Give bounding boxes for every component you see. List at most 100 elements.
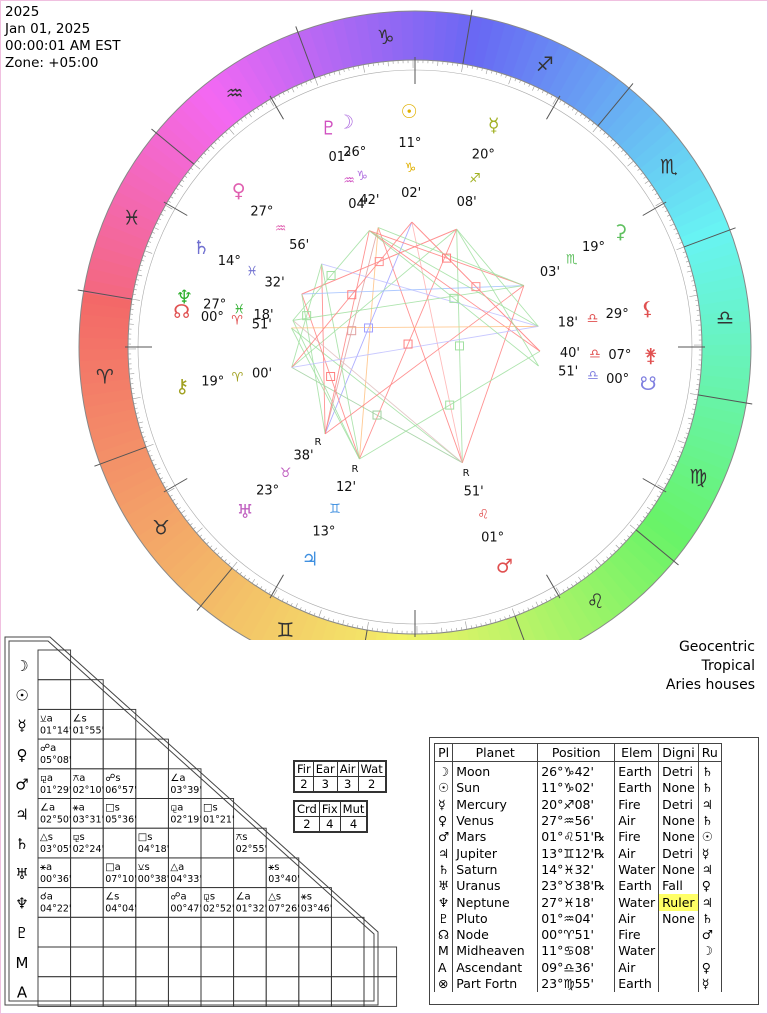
degree-tick [268, 591, 271, 595]
degree-tick [256, 107, 259, 111]
degree-tick [677, 455, 681, 458]
planet-name: Moon [452, 761, 539, 781]
degree-tick [687, 427, 691, 430]
degree-tick [327, 617, 330, 621]
degree-tick [595, 559, 602, 566]
degree-tick [688, 423, 692, 425]
degree-tick [499, 617, 502, 621]
degree-tick [273, 96, 276, 100]
zodiac-segment [593, 564, 635, 611]
degree-tick [299, 607, 302, 611]
zodiac-segment [692, 261, 744, 286]
degree-tick [305, 81, 308, 85]
zodiac-segment [500, 26, 528, 77]
planet-ruler: ☽ [697, 943, 722, 960]
element-air-label: Air [336, 761, 359, 777]
degree-tick [461, 63, 464, 72]
planet-glyph: ☉ [433, 780, 454, 797]
planet-degree: 26° [343, 145, 366, 160]
degree-tick [328, 73, 331, 77]
aspect-line [359, 228, 458, 460]
mode-fixed-label: Fix [318, 801, 341, 817]
planet-glyph: ♂ [496, 555, 513, 577]
degree-tick [677, 237, 681, 240]
planet-ruler: ♄ [697, 910, 722, 927]
mode-cardinal-label: Crd [294, 801, 320, 817]
degree-tick [296, 85, 298, 89]
zodiac-segment [92, 428, 144, 455]
degree-tick [654, 499, 657, 502]
planet-row: ☉ Sun 11°♑02' Earth None ♄ [433, 780, 722, 797]
aspect-symbol [372, 410, 382, 420]
zodiac-segment [174, 547, 219, 592]
degree-tick [342, 619, 345, 625]
zodiac-segment [81, 378, 132, 398]
degree-tick [145, 443, 154, 448]
zodiac-segment [701, 331, 751, 345]
planet-element: Fire [614, 829, 660, 846]
zodiac-segment [689, 250, 741, 276]
zodiac-segment [533, 603, 563, 640]
planet-row: M Midheaven 11°♋08' Water ☽ [433, 943, 722, 960]
aspect-symbol [445, 400, 455, 410]
degree-tick [606, 556, 609, 560]
degree-tick [151, 459, 155, 462]
zodiac-segment [461, 15, 483, 66]
degree-tick [357, 65, 360, 69]
zodiac-segment [100, 447, 151, 477]
aspect-line [321, 263, 539, 327]
planet-glyph: ♀ [433, 812, 454, 830]
zodiac-segment [298, 613, 321, 640]
planet-ruler: ☿ [697, 845, 722, 862]
planet-position: 09°♎36' [537, 959, 616, 976]
planet-retrograde: R [463, 468, 470, 479]
zodiac-segment [622, 536, 668, 579]
degree-tick [135, 279, 140, 281]
degree-tick [356, 625, 359, 629]
zodiac-segment [121, 170, 171, 207]
planet-minute: 51' [252, 317, 272, 332]
planet-sign: ♒ [343, 173, 355, 188]
degree-tick [465, 621, 468, 630]
zodiac-segment [701, 342, 751, 357]
degree-tick [607, 135, 610, 139]
degree-tick [149, 236, 153, 239]
zodiac-segment [645, 146, 693, 185]
degree-tick [153, 227, 159, 230]
zodiac-segment [604, 94, 647, 140]
degree-tick [323, 616, 325, 620]
zodiac-segment [223, 63, 262, 112]
planet-element: Air [614, 812, 660, 830]
aspect-line [359, 350, 541, 460]
zodiac-segment [274, 605, 302, 640]
degree-tick [522, 609, 525, 613]
degree-tick [475, 624, 477, 628]
degree-tick [595, 566, 598, 569]
degree-tick [656, 495, 660, 498]
planet-dignity: Ruler [658, 894, 699, 911]
mode-fixed-value: 4 [318, 816, 341, 832]
degree-tick [183, 515, 187, 518]
degree-tick [634, 164, 637, 167]
zodiac-segment [127, 161, 176, 198]
zodiac-segment [209, 574, 250, 622]
zodiac-segment [585, 570, 626, 618]
degree-tick [481, 67, 483, 72]
system-tropical: Tropical [701, 658, 755, 674]
aspect-symbol [302, 311, 312, 321]
degree-tick [300, 83, 303, 87]
degree-tick [623, 539, 627, 542]
zodiac-segment [97, 223, 149, 253]
zodiac-segment [111, 191, 161, 225]
degree-tick [181, 179, 185, 182]
aspect-line [324, 227, 379, 434]
aspect-symbol [454, 341, 464, 351]
planet-glyph: A [433, 959, 454, 976]
planet-glyph: ♅ [433, 878, 454, 895]
zodiac-segment [243, 51, 279, 101]
degree-tick [676, 246, 685, 251]
zodiac-segment [666, 185, 716, 220]
degree-tick [291, 87, 295, 93]
degree-tick [485, 69, 488, 75]
degree-tick [272, 589, 278, 597]
